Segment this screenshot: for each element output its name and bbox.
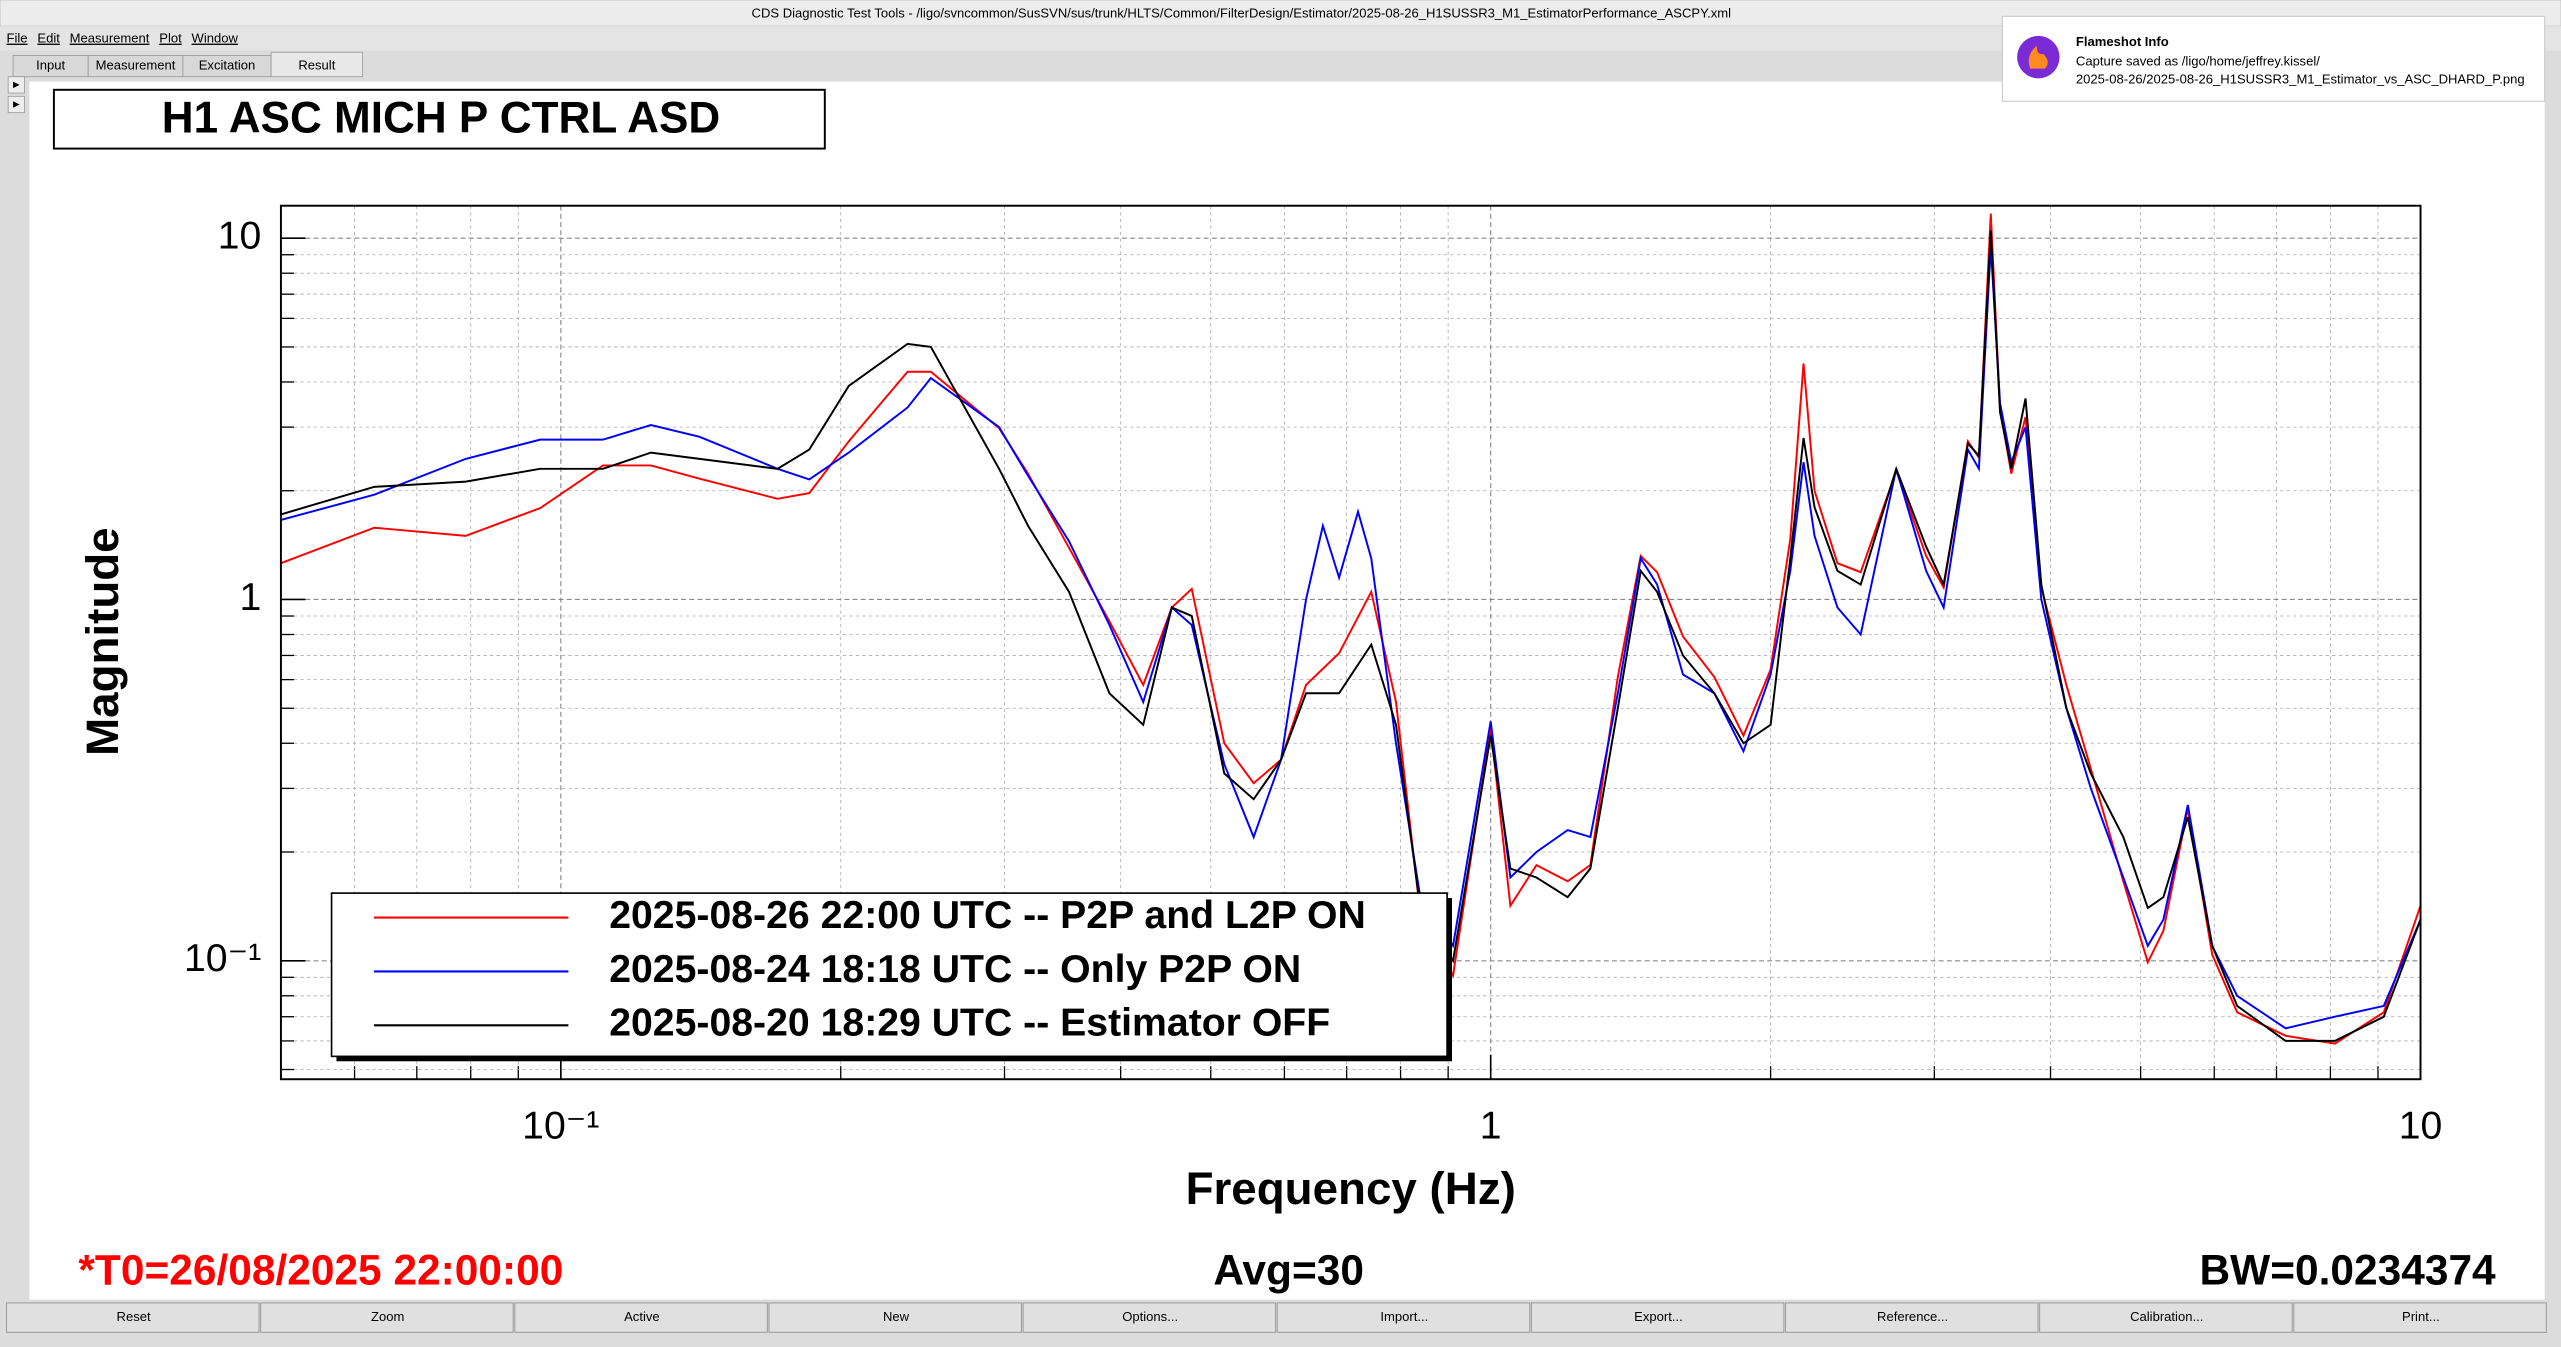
legend-label: 2025-08-24 18:18 UTC -- Only P2P ON	[609, 948, 1301, 991]
y-tick-label: 10	[218, 215, 262, 258]
series-line	[280, 213, 2421, 1045]
x-tick-label: 10	[2399, 1105, 2443, 1148]
tab-label[interactable]: Excitation	[199, 58, 256, 73]
button[interactable]	[1785, 1302, 2039, 1333]
button[interactable]	[6, 1302, 260, 1333]
button-label[interactable]: Active	[624, 1309, 660, 1324]
legend-label: 2025-08-26 22:00 UTC -- P2P and L2P ON	[609, 894, 1366, 937]
tab[interactable]	[270, 51, 363, 78]
button-label[interactable]: Import...	[1380, 1309, 1428, 1324]
plot-frame	[279, 204, 2422, 1081]
series-line	[280, 230, 2421, 1042]
series-line	[280, 246, 2421, 1030]
flame-icon	[2028, 45, 2048, 69]
button-label[interactable]: Export...	[1634, 1309, 1683, 1324]
tab-label[interactable]: Result	[298, 58, 335, 73]
arrow-icon	[13, 81, 20, 89]
button[interactable]	[2039, 1302, 2293, 1333]
menu-item[interactable]: Window	[192, 31, 239, 46]
menu-item[interactable]: Plot	[159, 31, 182, 46]
button[interactable]	[1022, 1302, 1277, 1333]
avg-label: Avg=30	[1213, 1247, 1364, 1294]
arrow-icon	[13, 101, 20, 108]
button[interactable]	[514, 1302, 768, 1333]
y-axis-label: Magnitude	[77, 527, 128, 756]
button[interactable]	[1530, 1302, 1785, 1333]
button-label[interactable]: Options...	[1122, 1309, 1178, 1324]
window-title: CDS Diagnostic Test Tools - /ligo/svncom…	[752, 5, 1732, 20]
legend	[330, 892, 1448, 1058]
x-axis-label: Frequency (Hz)	[1186, 1163, 1516, 1214]
button[interactable]	[768, 1302, 1022, 1333]
t0-label: *T0=26/08/2025 22:00:00	[78, 1247, 563, 1294]
chart-title: H1 ASC MICH P CTRL ASD	[162, 93, 720, 142]
tab-label[interactable]: Input	[36, 58, 65, 73]
button-label[interactable]: Print...	[2402, 1309, 2440, 1324]
button-label[interactable]: Calibration...	[2130, 1309, 2203, 1324]
tab-label[interactable]: Measurement	[96, 58, 176, 73]
x-tick-label: 1	[1480, 1105, 1502, 1148]
button-label[interactable]: Reference...	[1877, 1309, 1948, 1324]
button-label[interactable]: Reset	[117, 1309, 151, 1324]
button[interactable]	[260, 1302, 514, 1333]
button-label[interactable]: Zoom	[371, 1309, 404, 1324]
y-tick-label: 1	[240, 576, 262, 619]
notification-title: Flameshot Info	[2076, 34, 2169, 49]
menu-item[interactable]: Measurement	[70, 31, 150, 46]
menu-item[interactable]: File	[7, 31, 28, 46]
x-tick-label: 10⁻¹	[522, 1105, 599, 1148]
notification[interactable]	[2001, 15, 2546, 102]
button[interactable]	[2293, 1302, 2547, 1333]
chart-title-box	[52, 88, 826, 150]
legend-label: 2025-08-20 18:29 UTC -- Estimator OFF	[609, 1002, 1330, 1045]
y-tick-label: 10⁻¹	[184, 937, 261, 980]
notification-text: 2025-08-26/2025-08-26_H1SUSSR3_M1_Estima…	[2076, 71, 2525, 86]
menu-item[interactable]: Edit	[37, 31, 60, 46]
button-label[interactable]: New	[883, 1309, 910, 1324]
notification-text: Capture saved as /ligo/home/jeffrey.kiss…	[2076, 53, 2320, 68]
bw-label: BW=0.0234374	[2200, 1247, 2497, 1294]
button[interactable]	[1276, 1302, 1531, 1333]
